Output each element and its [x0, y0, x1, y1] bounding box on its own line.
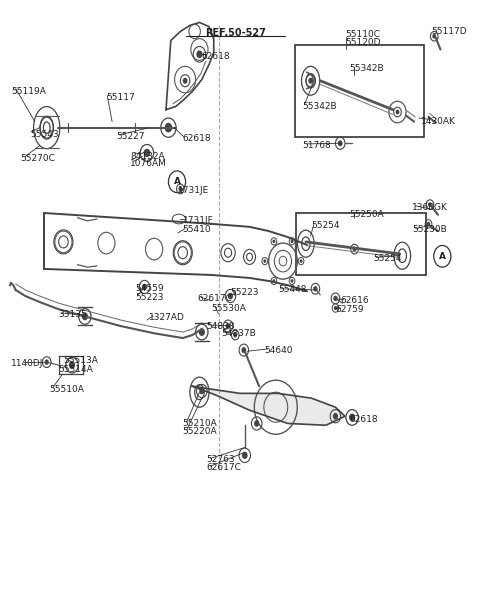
- Circle shape: [290, 240, 293, 243]
- Bar: [296, 213, 426, 275]
- Circle shape: [144, 149, 150, 157]
- Text: 1076AM: 1076AM: [130, 159, 167, 169]
- Circle shape: [353, 246, 357, 251]
- Text: 62617C: 62617C: [197, 295, 232, 303]
- Text: 1140DJ: 1140DJ: [11, 359, 43, 368]
- Polygon shape: [192, 386, 345, 425]
- Text: 62616: 62616: [340, 297, 369, 305]
- Text: 55254: 55254: [373, 254, 402, 263]
- Text: 55510A: 55510A: [49, 385, 84, 394]
- Circle shape: [199, 388, 204, 394]
- Text: 51768: 51768: [302, 141, 331, 150]
- Text: A: A: [439, 252, 446, 261]
- Circle shape: [241, 347, 246, 353]
- Text: 55250A: 55250A: [350, 210, 384, 219]
- Text: 55230B: 55230B: [412, 225, 446, 234]
- Text: 62618: 62618: [183, 134, 211, 143]
- Circle shape: [349, 414, 355, 422]
- Circle shape: [228, 293, 233, 300]
- Circle shape: [427, 222, 430, 226]
- Text: 54559: 54559: [135, 284, 164, 294]
- Circle shape: [264, 259, 266, 263]
- Circle shape: [313, 286, 318, 292]
- Text: 55220A: 55220A: [183, 427, 217, 435]
- Bar: [295, 45, 424, 137]
- Text: 55117: 55117: [107, 93, 135, 102]
- Text: 54640: 54640: [264, 345, 292, 355]
- Text: 84132A: 84132A: [130, 152, 165, 161]
- Circle shape: [333, 296, 337, 301]
- Circle shape: [45, 359, 49, 365]
- Circle shape: [226, 323, 230, 329]
- Circle shape: [338, 140, 343, 146]
- Circle shape: [396, 109, 399, 114]
- Circle shape: [183, 78, 188, 84]
- Circle shape: [179, 187, 182, 191]
- Text: 62759: 62759: [336, 304, 364, 313]
- Text: 52763: 52763: [206, 455, 235, 464]
- Circle shape: [196, 50, 203, 58]
- Circle shape: [165, 123, 172, 132]
- Text: 55342B: 55342B: [302, 102, 336, 111]
- Circle shape: [273, 240, 276, 243]
- Text: 55514A: 55514A: [59, 365, 94, 374]
- Circle shape: [334, 306, 337, 310]
- Text: 54837B: 54837B: [221, 329, 256, 338]
- Circle shape: [273, 279, 276, 283]
- Text: 1731JE: 1731JE: [178, 186, 209, 195]
- Circle shape: [254, 420, 259, 427]
- Text: 55210A: 55210A: [183, 419, 217, 428]
- Circle shape: [432, 34, 436, 39]
- Circle shape: [333, 413, 338, 420]
- Text: 55223: 55223: [230, 289, 259, 298]
- Text: 55448: 55448: [278, 286, 307, 295]
- Text: 55270C: 55270C: [21, 155, 55, 164]
- Text: 55223: 55223: [135, 293, 164, 301]
- Text: 62617C: 62617C: [206, 463, 241, 472]
- Text: 55410: 55410: [183, 225, 211, 234]
- Circle shape: [300, 259, 302, 263]
- Text: 55342B: 55342B: [350, 64, 384, 73]
- Text: 55119A: 55119A: [11, 87, 46, 96]
- Text: 55110C: 55110C: [345, 30, 380, 39]
- Text: 55543: 55543: [30, 130, 59, 140]
- Circle shape: [290, 279, 293, 283]
- Circle shape: [242, 452, 248, 459]
- Text: 55513A: 55513A: [63, 356, 98, 365]
- Text: 55227: 55227: [116, 132, 144, 141]
- Text: 1430AK: 1430AK: [421, 117, 456, 126]
- Circle shape: [82, 312, 88, 320]
- Circle shape: [428, 202, 432, 207]
- Text: 54838: 54838: [206, 321, 235, 330]
- Text: 1327AD: 1327AD: [149, 312, 185, 321]
- Text: 1360GK: 1360GK: [412, 202, 448, 211]
- Circle shape: [142, 284, 147, 291]
- Text: A: A: [173, 177, 180, 186]
- Circle shape: [199, 328, 205, 336]
- Text: 62618: 62618: [202, 52, 230, 61]
- Text: 55530A: 55530A: [211, 304, 246, 312]
- Text: 55117D: 55117D: [431, 27, 467, 36]
- Text: 33135: 33135: [59, 309, 87, 318]
- Circle shape: [233, 333, 237, 338]
- Circle shape: [308, 78, 313, 84]
- Text: REF.50-527: REF.50-527: [205, 28, 265, 37]
- Text: 1731JF: 1731JF: [183, 216, 214, 225]
- Text: 55120D: 55120D: [345, 38, 381, 47]
- Circle shape: [69, 361, 75, 369]
- Text: 62618: 62618: [350, 415, 378, 424]
- Text: 55254: 55254: [312, 220, 340, 230]
